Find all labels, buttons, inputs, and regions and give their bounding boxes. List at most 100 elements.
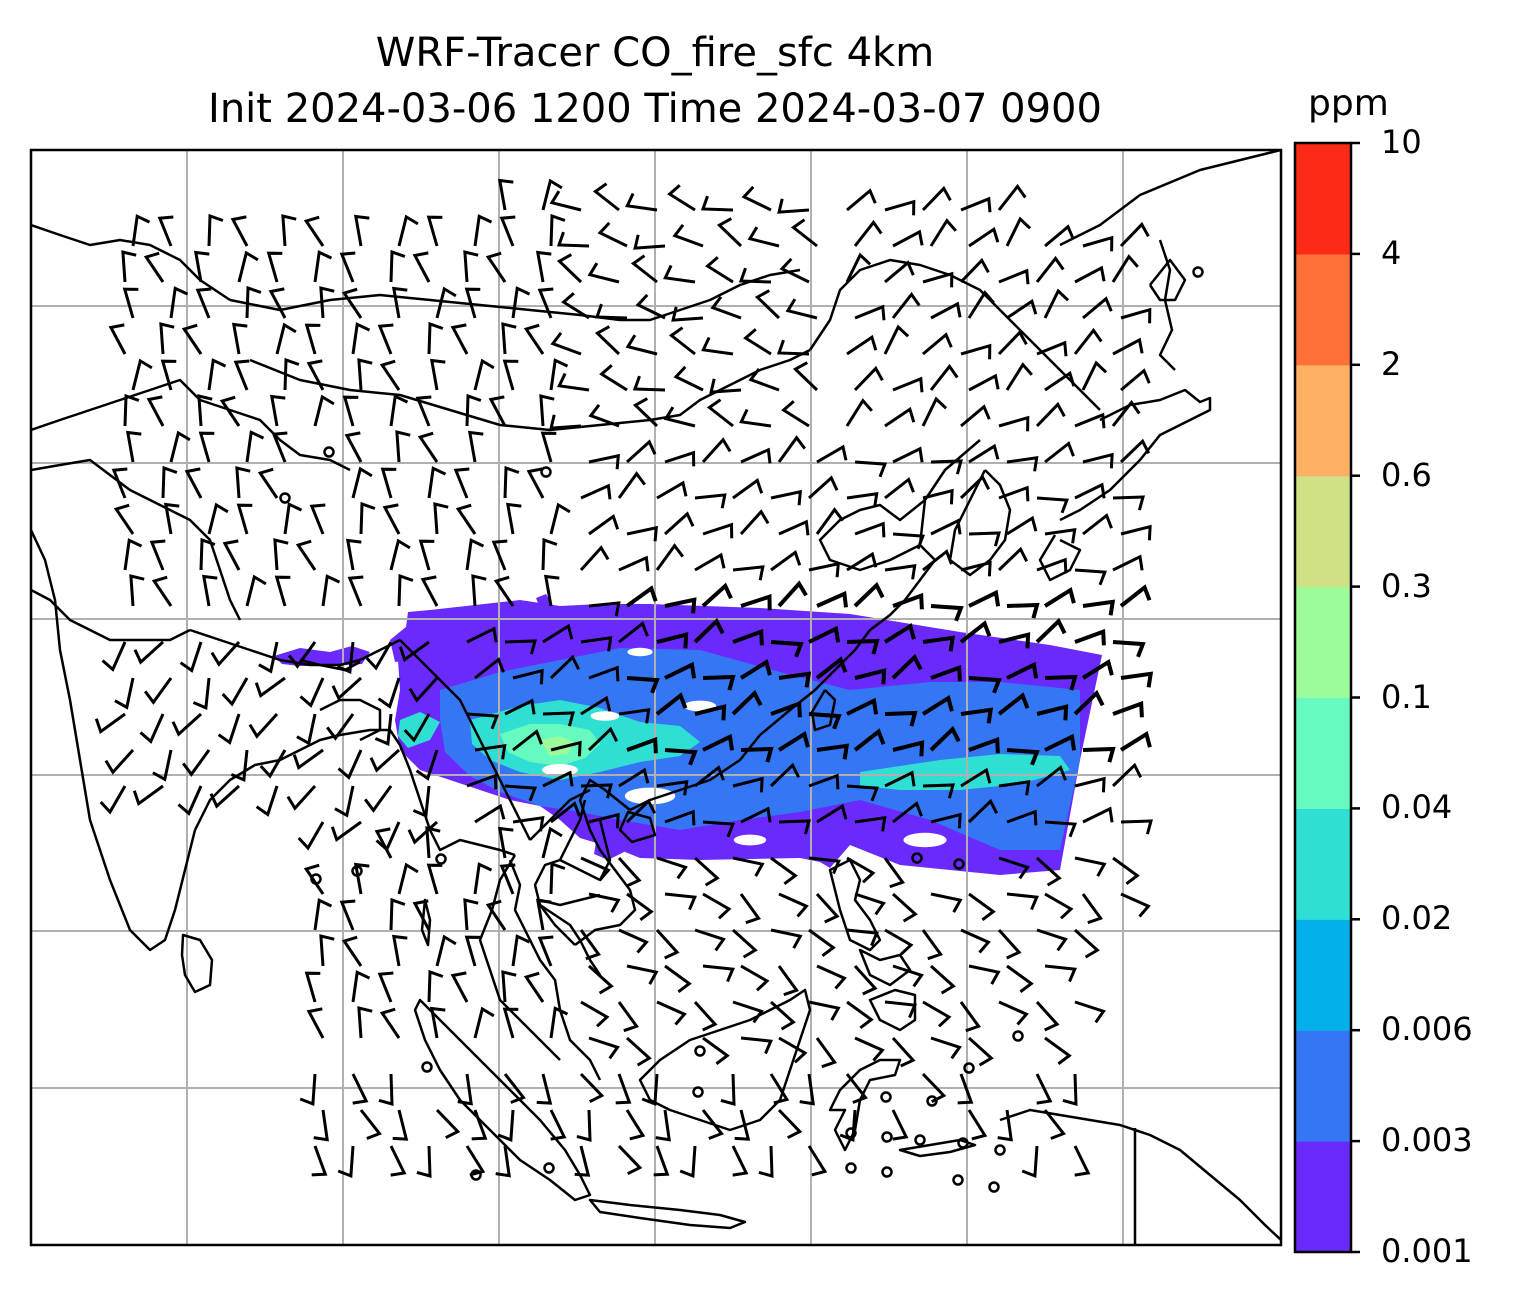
coast-bay-of-bengal: [388, 729, 516, 857]
wind-barb: [94, 712, 126, 735]
wind-barb: [854, 521, 886, 538]
wind-barb: [108, 323, 127, 355]
wind-barb: [501, 322, 517, 355]
wind-barb: [891, 653, 923, 680]
wind-barb: [770, 549, 802, 572]
wind-barb: [389, 897, 406, 931]
coast-gulf-thailand: [539, 903, 602, 976]
wind-barb: [1035, 1073, 1053, 1105]
wind-barb: [427, 321, 444, 355]
wind-barb: [580, 636, 613, 652]
wind-barb: [815, 507, 844, 535]
colorbar-tick-label: 0.04: [1381, 788, 1453, 827]
wind-barb: [592, 182, 620, 212]
wind-barb: [739, 893, 762, 925]
wind-barb: [408, 676, 439, 703]
wind-barb: [412, 899, 431, 931]
wind-barb: [740, 964, 770, 992]
wind-barb: [815, 1037, 838, 1069]
wind-barb: [397, 214, 419, 247]
wind-barb: [997, 692, 1030, 716]
wind-barb: [1044, 674, 1078, 691]
wind-barb: [245, 574, 267, 607]
calm-wind-circle: [692, 1086, 704, 1098]
map-title-line2: Init 2024-03-06 1200 Time 2024-03-07 090…: [208, 86, 1102, 132]
wind-barb: [1035, 617, 1067, 644]
wind-barb: [701, 336, 734, 356]
wind-barb: [633, 234, 666, 250]
wind-barb: [1006, 602, 1040, 619]
wind-barb: [655, 692, 688, 716]
wind-barb: [537, 287, 554, 319]
wind-barb: [779, 257, 810, 284]
border-mongolia-south: [249, 348, 811, 432]
wind-barb: [471, 574, 487, 607]
wind-barb: [1005, 362, 1033, 391]
wind-barb: [587, 262, 620, 284]
wind-barb: [960, 343, 992, 360]
wind-barb: [922, 549, 953, 572]
wind-barb: [626, 736, 658, 754]
calm-wind-circle: [911, 852, 923, 864]
wind-barb: [892, 592, 924, 610]
wind-barb: [380, 467, 397, 499]
wind-barb: [618, 928, 649, 954]
wind-barb: [207, 358, 227, 391]
colorbar-tick-label: 2: [1381, 344, 1402, 383]
wind-barb: [171, 712, 203, 737]
wind-barb: [816, 803, 848, 824]
wind-barb: [1119, 438, 1151, 464]
wind-barb: [501, 970, 517, 1003]
wind-barb: [99, 785, 127, 815]
wind-barb: [1043, 1109, 1066, 1140]
coast-philippines-luzon: [828, 858, 882, 952]
wind-barb: [959, 257, 990, 284]
wind-barb: [549, 861, 566, 895]
wind-barb: [625, 798, 657, 824]
wind-barb: [845, 398, 873, 427]
calm-wind-circle: [880, 1091, 892, 1103]
wind-barb: [1073, 327, 1103, 355]
wind-barb: [599, 364, 628, 392]
wind-barb: [854, 1036, 885, 1062]
wind-barb: [403, 713, 431, 743]
map-frame: [29, 148, 1283, 1247]
wind-barb: [816, 964, 847, 990]
wind-barb: [960, 707, 994, 724]
wind-barb: [734, 1109, 751, 1141]
wind-barb: [694, 765, 725, 788]
wind-barb: [959, 474, 991, 500]
wind-barb: [1006, 964, 1034, 993]
wind-barb: [160, 359, 177, 391]
wind-barb: [230, 215, 249, 247]
wind-barb: [397, 862, 419, 895]
wind-barb: [311, 1145, 328, 1177]
wind-barb: [846, 551, 878, 572]
wind-barb: [415, 395, 432, 427]
wind-barb: [497, 826, 514, 859]
wind-barb: [1082, 513, 1113, 536]
colorbar-segment: [1295, 586, 1351, 699]
wind-barb: [427, 969, 444, 1003]
wind-barb: [457, 1073, 473, 1106]
wind-barb: [1035, 255, 1065, 283]
wind-barb: [701, 437, 732, 464]
coast-japan-honshu: [1059, 388, 1212, 522]
wind-barb: [1119, 221, 1150, 248]
wind-barb: [303, 863, 325, 895]
wind-barb: [1074, 568, 1108, 586]
plume-gap: [624, 787, 676, 805]
wind-barb: [1081, 893, 1104, 925]
coast-sri-lanka: [180, 933, 214, 994]
border-pakistan: [31, 588, 191, 642]
map-plot-area: [31, 150, 1281, 1245]
wind-barb: [656, 856, 688, 880]
wind-barb: [219, 395, 241, 427]
wind-barb: [207, 213, 224, 247]
wind-barb: [1021, 1145, 1039, 1179]
wind-barb: [588, 665, 620, 682]
wind-barb: [968, 736, 1000, 754]
plume-gap: [733, 834, 767, 846]
wind-barb: [664, 892, 697, 911]
wind-barb: [274, 575, 291, 607]
